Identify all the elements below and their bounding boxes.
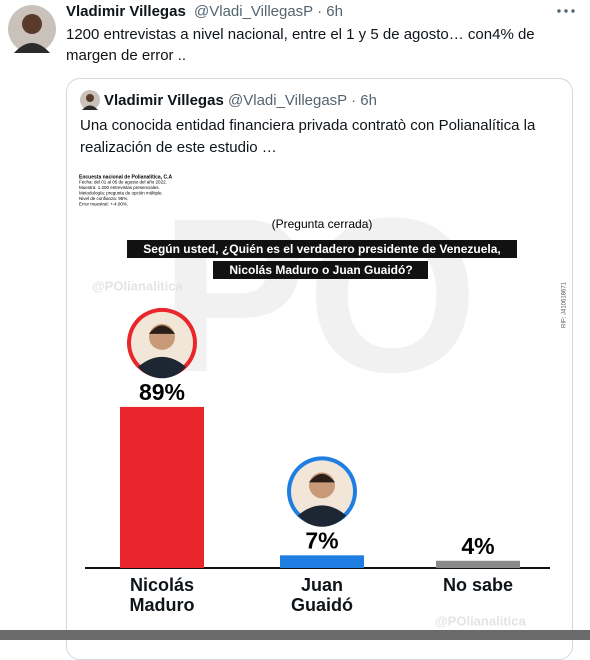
survey-note: Metodología: pregunta de opción múltiple… bbox=[79, 191, 163, 196]
category-label: Nicolás Maduro bbox=[129, 575, 195, 615]
author-handle[interactable]: @Vladi_VillegasP · 6h bbox=[194, 3, 343, 20]
chart-title: Según usted, ¿Quién es el verdadero pres… bbox=[143, 242, 500, 256]
tweet-text: margen de error .. bbox=[66, 47, 187, 64]
tweet-text: 1200 entrevistas a nivel nacional, entre… bbox=[66, 26, 535, 43]
survey-note: Muestra: 1.200 entrevistas presenciales. bbox=[79, 185, 160, 190]
quoted-text: Una conocida entidad financiera privada … bbox=[80, 117, 536, 134]
watermark: @POlianalitica bbox=[435, 613, 526, 628]
photo-hair bbox=[309, 473, 335, 483]
category-label: No sabe bbox=[442, 575, 514, 595]
page: Vladimir Villegas @Vladi_VillegasP · 6h … bbox=[0, 3, 590, 660]
watermark: @POlianalitica bbox=[92, 278, 183, 293]
rif: RIF: J410618671 bbox=[562, 281, 568, 328]
survey-note: Fecha: del 01 al 05 de agosto del año 20… bbox=[79, 180, 167, 185]
photo-body bbox=[138, 356, 186, 379]
quoted-handle: @Vladi_VillegasP · 6h bbox=[228, 92, 377, 109]
bar bbox=[436, 560, 520, 568]
photo-hair bbox=[149, 325, 175, 334]
survey-note: Error muestral: +-4.00%. bbox=[79, 202, 128, 207]
survey-note: Nivel de confianza: 95%. bbox=[79, 196, 129, 201]
bar bbox=[120, 406, 204, 568]
bar bbox=[280, 555, 364, 568]
title-box bbox=[213, 261, 428, 279]
quoted-name: Vladimir Villegas bbox=[104, 92, 224, 109]
chart-subtitle: (Pregunta cerrada) bbox=[272, 217, 373, 231]
more-icon[interactable] bbox=[555, 6, 577, 16]
value-label: 89% bbox=[139, 379, 185, 405]
chart: PO (Pregunta cerrada) Según usted, ¿Quié… bbox=[79, 172, 568, 628]
survey-note: Encuesta nacional de Polianalítica, C.A bbox=[79, 174, 172, 180]
value-label: 4% bbox=[461, 533, 494, 559]
quoted-text: realización de este estudio … bbox=[80, 139, 277, 156]
photo-body bbox=[298, 505, 346, 527]
watermark-logo: PO bbox=[160, 172, 478, 418]
chart-image: PO (Pregunta cerrada) Según usted, ¿Quié… bbox=[67, 165, 571, 630]
title-box bbox=[127, 240, 517, 258]
avatar[interactable] bbox=[8, 5, 56, 53]
category-label: Juan Guaidó bbox=[291, 575, 353, 615]
value-label: 7% bbox=[305, 527, 338, 553]
quoted-avatar bbox=[80, 90, 100, 110]
taskbar bbox=[0, 630, 590, 640]
chart-title: Nicolás Maduro o Juan Guaidó? bbox=[229, 263, 412, 277]
author-name[interactable]: Vladimir Villegas bbox=[66, 3, 186, 20]
